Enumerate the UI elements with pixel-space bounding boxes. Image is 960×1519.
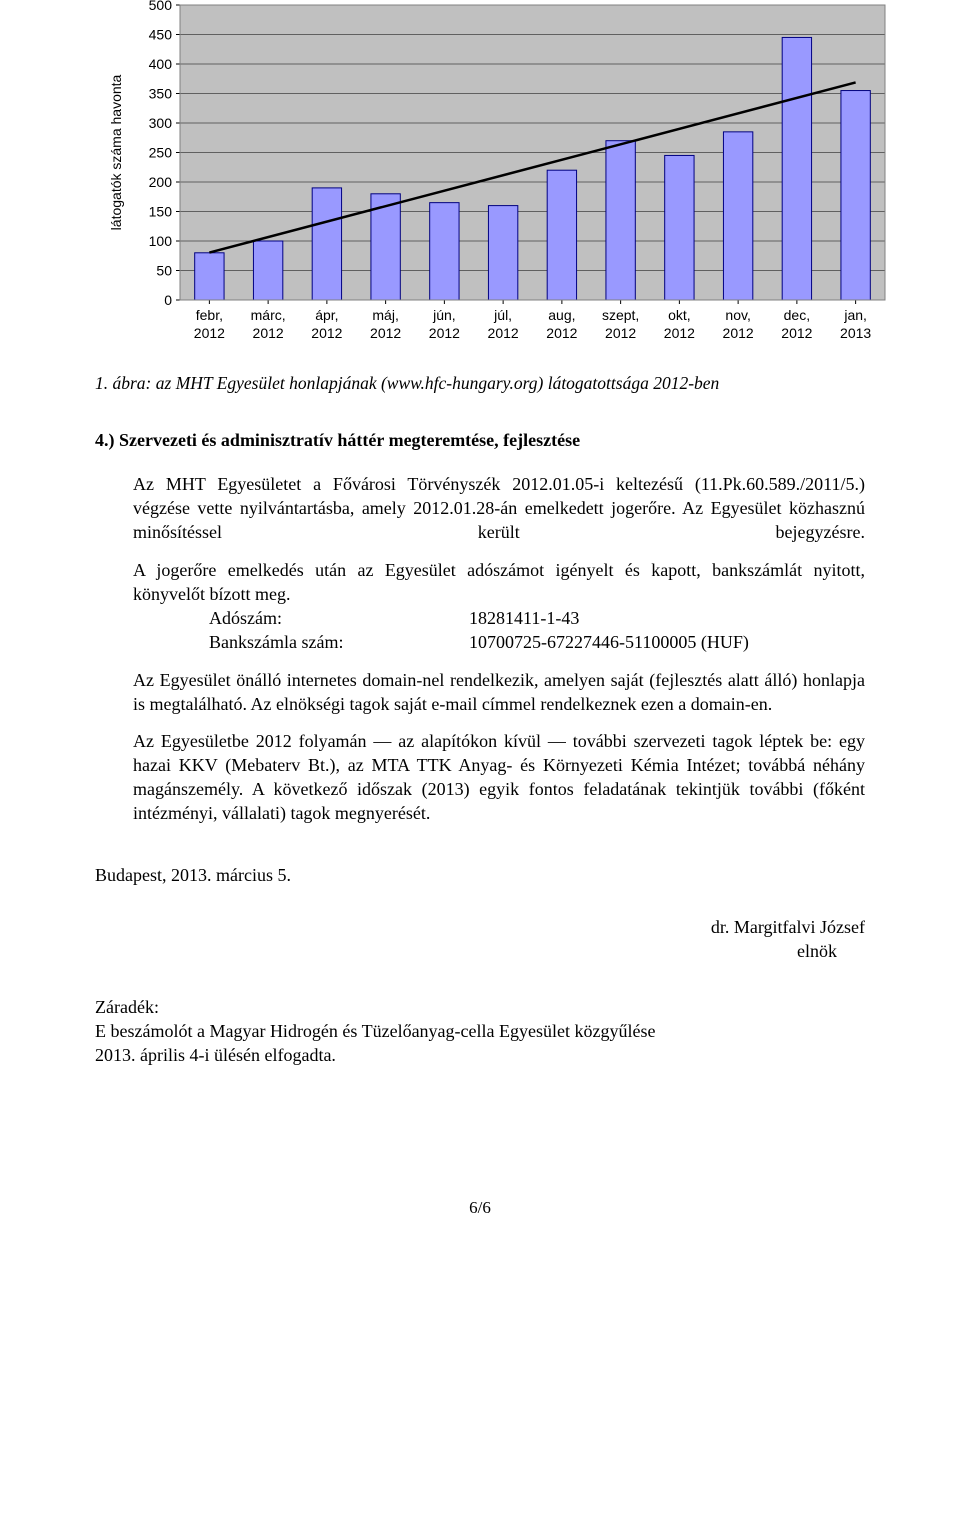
svg-text:márc,2012: márc,2012: [251, 307, 286, 341]
signature-block: dr. Margitfalvi József elnök: [95, 916, 865, 964]
addendum-block: Záradék: E beszámolót a Magyar Hidrogén …: [95, 996, 865, 1068]
svg-text:300: 300: [149, 115, 173, 131]
paragraph-2: A jogerőre emelkedés után az Egyesület a…: [133, 559, 865, 607]
svg-text:ápr,2012: ápr,2012: [311, 307, 342, 341]
bank-label: Bankszámla szám:: [209, 631, 469, 655]
addendum-label: Záradék:: [95, 996, 865, 1020]
svg-text:febr,2012: febr,2012: [194, 307, 225, 341]
svg-text:szept,2012: szept,2012: [602, 307, 639, 341]
addendum-line-2: 2013. április 4-i ülésén elfogadta.: [95, 1044, 865, 1068]
signature-name: dr. Margitfalvi József: [95, 916, 865, 940]
page-number: 6/6: [95, 1198, 865, 1218]
tax-bank-details: Adószám: 18281411-1-43 Bankszámla szám: …: [209, 607, 865, 655]
section-4-title: 4.) Szervezeti és adminisztratív háttér …: [95, 430, 865, 451]
chart-caption: 1. ábra: az MHT Egyesület honlapjának (w…: [95, 373, 865, 394]
closing-location-date: Budapest, 2013. március 5.: [95, 864, 865, 888]
tax-label: Adószám:: [209, 607, 469, 631]
svg-text:júl,2012: júl,2012: [488, 307, 519, 341]
svg-text:dec,2012: dec,2012: [781, 307, 812, 341]
svg-text:aug,2012: aug,2012: [546, 307, 577, 341]
svg-text:máj,2012: máj,2012: [370, 307, 401, 341]
section-4-body: Az MHT Egyesületet a Fővárosi Törvényszé…: [95, 473, 865, 826]
visitors-bar-chart: 0 50 100 150 200 250 300 350 400 450 500 febr,2012 m…: [105, 0, 865, 355]
svg-text:200: 200: [149, 174, 173, 190]
svg-text:jún,2012: jún,2012: [429, 307, 460, 341]
svg-text:50: 50: [156, 263, 172, 279]
svg-text:nov,2012: nov,2012: [723, 307, 754, 341]
signature-title: elnök: [95, 940, 865, 964]
svg-text:350: 350: [149, 86, 173, 102]
addendum-line-1: E beszámolót a Magyar Hidrogén és Tüzelő…: [95, 1020, 865, 1044]
bank-value: 10700725-67227446-51100005 (HUF): [469, 631, 749, 655]
svg-text:látogatók száma havonta: látogatók száma havonta: [108, 74, 124, 230]
paragraph-3: Az Egyesület önálló internetes domain-ne…: [133, 669, 865, 717]
svg-text:250: 250: [149, 145, 173, 161]
svg-text:100: 100: [149, 233, 173, 249]
chart-svg: 0 50 100 150 200 250 300 350 400 450 500 febr,2012 m…: [105, 0, 895, 350]
paragraph-4: Az Egyesületbe 2012 folyamán — az alapít…: [133, 730, 865, 826]
svg-text:okt,2012: okt,2012: [664, 307, 695, 341]
svg-text:450: 450: [149, 27, 173, 43]
svg-text:150: 150: [149, 204, 173, 220]
svg-text:jan,2013: jan,2013: [840, 307, 871, 341]
svg-text:0: 0: [164, 292, 172, 308]
svg-text:500: 500: [149, 0, 173, 13]
paragraph-1: Az MHT Egyesületet a Fővárosi Törvényszé…: [133, 473, 865, 545]
svg-text:400: 400: [149, 56, 173, 72]
tax-value: 18281411-1-43: [469, 607, 579, 631]
